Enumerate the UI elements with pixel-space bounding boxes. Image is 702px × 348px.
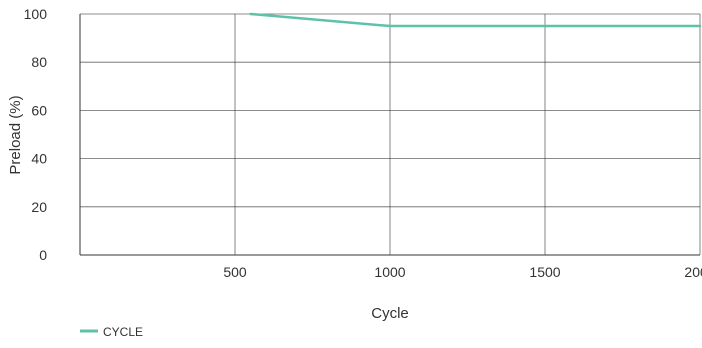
grid <box>80 13 701 255</box>
x-tick-label: 2000 <box>684 264 702 280</box>
y-axis-title: Preload (%) <box>7 95 24 174</box>
y-tick-label: 40 <box>31 151 47 167</box>
series <box>249 12 702 28</box>
axes <box>79 14 700 256</box>
x-tick-label: 1500 <box>529 264 560 280</box>
legend-label-cycle: CYCLE <box>103 325 143 339</box>
y-tick-label: 60 <box>31 102 47 118</box>
y-tick-label: 0 <box>39 247 47 263</box>
series-line-cycle <box>249 12 702 28</box>
x-tick-labels: 500 1000 1500 2000 <box>223 264 702 280</box>
y-tick-label: 20 <box>31 199 47 215</box>
legend: CYCLE <box>80 325 143 339</box>
y-tick-label: 80 <box>31 54 47 70</box>
x-tick-label: 1000 <box>374 264 405 280</box>
x-tick-label: 500 <box>223 264 247 280</box>
y-tick-label: 100 <box>24 6 48 22</box>
x-axis-title: Cycle <box>371 305 409 322</box>
y-tick-labels: 0 20 40 60 80 100 <box>24 6 48 263</box>
